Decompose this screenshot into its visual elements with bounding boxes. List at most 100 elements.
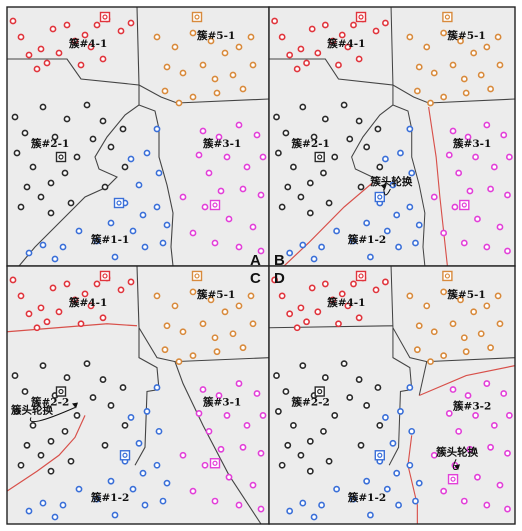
sensor-node-orange	[449, 61, 457, 69]
cluster-head-core	[212, 202, 218, 208]
sensor-node-blue	[367, 511, 374, 519]
sensor-node-orange	[207, 296, 215, 304]
sensor-node-blue	[163, 479, 171, 487]
sensor-node-blue	[155, 169, 163, 177]
sensor-node-black	[273, 372, 280, 379]
sensor-node-black	[355, 117, 363, 125]
sensor-node-blue	[333, 227, 341, 235]
cluster-label: 簇#5-1	[446, 29, 485, 42]
sensor-node-blue	[383, 227, 391, 235]
sensor-node-black	[51, 133, 59, 141]
sensor-node-blue	[286, 249, 294, 257]
sensor-node-black	[47, 209, 55, 217]
cluster-head-magenta	[447, 473, 459, 485]
sensor-node-orange	[189, 93, 197, 101]
sensor-node-orange	[449, 320, 457, 328]
sensor-node-blue	[363, 219, 371, 227]
sensor-node-black	[83, 101, 91, 109]
sensor-node-black	[29, 421, 37, 429]
sensor-node-black	[67, 199, 75, 207]
sensor-node-magenta	[451, 203, 459, 211]
sensor-node-magenta	[460, 239, 468, 247]
sensor-node-blue	[415, 479, 423, 487]
sensor-node-red	[372, 27, 380, 35]
sensor-node-black	[17, 203, 25, 211]
cluster-label: 簇#1-1	[90, 233, 129, 246]
sensor-node-magenta	[257, 505, 265, 513]
sensor-node-black	[89, 394, 97, 401]
sensor-node-magenta	[195, 151, 203, 159]
sensor-node-red	[314, 308, 322, 316]
sensor-node-orange	[496, 61, 504, 69]
arrow-head	[454, 464, 461, 471]
cluster-head-orange	[442, 11, 453, 23]
cluster-head-red	[99, 11, 111, 23]
cluster-head-magenta	[459, 199, 470, 211]
sensor-node-magenta	[449, 127, 457, 135]
sensor-node-magenta	[483, 380, 491, 387]
sensor-node-orange	[415, 322, 423, 330]
arrow-head	[72, 402, 78, 409]
sensor-node-blue	[107, 219, 115, 227]
sensor-node-blue	[406, 461, 414, 469]
sensor-node-red	[81, 290, 89, 298]
sensor-node-magenta	[504, 191, 511, 199]
sensor-node-orange	[189, 352, 197, 360]
sensor-node-orange	[171, 43, 179, 51]
sensor-node-red	[55, 308, 63, 316]
sensor-node-magenta	[257, 247, 265, 255]
sensor-node-magenta	[483, 243, 491, 251]
sensor-node-black	[306, 437, 314, 445]
sensor-node-magenta	[235, 243, 243, 251]
cluster-head-orange	[191, 11, 203, 23]
sensor-node-orange	[494, 292, 502, 300]
cluster-head-core	[116, 200, 122, 206]
sensor-node-orange	[221, 308, 229, 316]
sensor-node-black	[13, 149, 21, 157]
sensor-node-black	[63, 115, 71, 123]
sensor-node-red	[63, 280, 71, 288]
panels: 簇#4-1 簇#5-1 簇#2-1 簇#3-1 簇#1-1 簇#4-1 簇#5-1 簇#2-1…	[6, 6, 516, 525]
sensor-node-magenta	[211, 239, 219, 247]
cluster-head-core	[58, 154, 64, 160]
sensor-node-blue	[141, 501, 149, 509]
sensor-node-black	[284, 441, 292, 449]
cluster-head-core	[102, 273, 108, 279]
cluster-boundary	[268, 325, 393, 329]
sensor-node-black	[363, 143, 371, 151]
sensor-node-black	[274, 149, 282, 157]
rotation-arrow	[383, 188, 391, 196]
sensor-node-orange	[460, 75, 468, 83]
sensor-node-blue	[93, 495, 101, 503]
sensor-node-black	[273, 113, 280, 121]
sensor-node-black	[374, 384, 382, 391]
sensor-node-red	[43, 59, 51, 67]
sensor-node-red	[77, 61, 85, 69]
sensor-node-black	[290, 421, 297, 429]
sensor-node-orange	[239, 85, 247, 93]
sensor-node-magenta	[483, 121, 491, 129]
cluster-head-core	[102, 14, 108, 20]
sensor-node-red	[278, 33, 286, 41]
sensor-node-red	[17, 33, 25, 41]
sensor-node-magenta	[430, 193, 438, 201]
sensor-node-black	[306, 209, 314, 217]
sensor-node-red	[71, 37, 79, 45]
cluster-head-blue	[374, 450, 385, 461]
sensor-node-red	[81, 31, 89, 39]
sensor-node-red	[308, 284, 316, 292]
cluster-head-core	[317, 388, 323, 395]
sensor-node-magenta	[225, 473, 233, 481]
sensor-node-orange	[211, 334, 219, 342]
sensor-node-magenta	[504, 449, 511, 457]
sensor-node-orange	[487, 344, 494, 352]
cluster-label: 簇#1-2	[90, 491, 129, 504]
sensor-node-red	[9, 276, 17, 284]
sensor-node-orange	[494, 33, 502, 41]
sensor-node-orange	[470, 49, 478, 57]
sensor-node-black	[297, 451, 305, 459]
sensor-node-magenta	[445, 151, 453, 159]
sensor-node-blue	[139, 469, 147, 477]
sensor-node-black	[306, 467, 314, 475]
